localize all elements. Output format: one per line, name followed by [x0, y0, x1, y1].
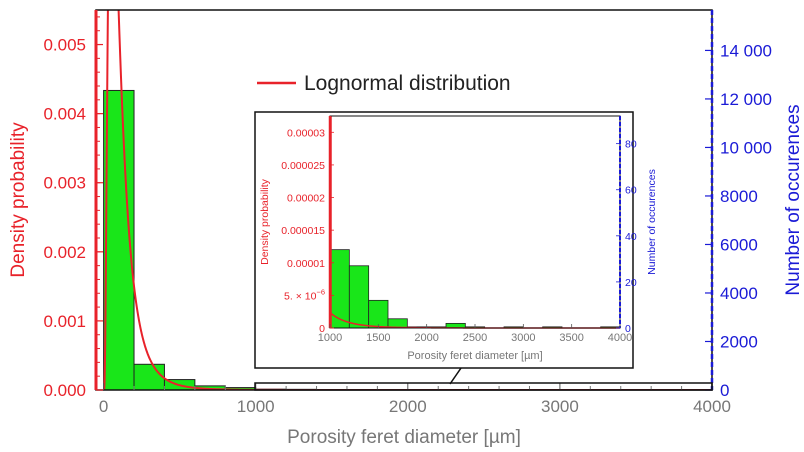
inset-x-tick-label: 3500 [559, 332, 583, 344]
legend: Lognormal distribution [257, 72, 511, 95]
inset-left-y-tick-label: 0.00003 [287, 127, 325, 139]
inset-chart: 1000 1500 2000 2500 3000 3500 4000 05. × 10−60… [254, 111, 658, 369]
inset-histogram-bar [348, 265, 370, 329]
x-tick-label: 4000 [693, 397, 731, 416]
inset-right-y-axis-ticks: 0 20 40 60 80 [616, 139, 637, 335]
x-tick-label: 2000 [389, 397, 427, 416]
left-y-axis-ticks: 0.000 0.001 0.002 0.003 0.004 0.005 [43, 16, 103, 400]
zoom-region-box [254, 382, 713, 391]
right-y-tick-label: 10 000 [720, 138, 772, 157]
inset-left-y-axis-ticks: 0 5. × 10−6 0.00001 0.000015 0.00002 0.000025… [281, 127, 334, 335]
left-y-axis-label: Density probability [8, 122, 29, 278]
inset-right-y-tick-label: 60 [625, 185, 637, 197]
right-y-tick-label: 0 [720, 381, 729, 400]
right-y-tick-label: 8000 [720, 187, 758, 206]
inset-x-tick-label: 2500 [463, 332, 487, 344]
x-axis-ticks: 0 1000 2000 3000 4000 [99, 383, 731, 416]
inset-left-y-tick-label: 0 [319, 323, 325, 335]
inset-right-y-axis-label: Number of occurences [646, 169, 658, 275]
x-tick-label: 1000 [237, 397, 275, 416]
right-y-tick-label: 4000 [720, 284, 758, 303]
inset-left-y-tick-label: 0.00002 [287, 193, 325, 205]
inset-x-tick-label: 3000 [511, 332, 535, 344]
lognormal-curve [103, 10, 712, 390]
inset-right-y-tick-label: 40 [625, 231, 637, 243]
left-y-tick-label: 0.003 [43, 174, 86, 193]
left-y-tick-label: 0.000 [43, 381, 86, 400]
inset-histogram-bar [329, 249, 350, 329]
inset-tick-exponent: −6 [316, 287, 325, 296]
x-axis-label: Porosity feret diameter [µm] [287, 427, 521, 448]
inset-x-tick-label: 1500 [366, 332, 390, 344]
left-y-tick-label: 0.004 [43, 105, 86, 124]
left-y-tick-label: 0.005 [43, 36, 86, 55]
right-y-tick-label: 14 000 [720, 41, 772, 60]
left-y-tick-label: 0.002 [43, 243, 86, 262]
inset-panel [254, 111, 634, 369]
inset-x-tick-label: 4000 [608, 332, 632, 344]
inset-right-y-tick-label: 0 [625, 323, 631, 335]
right-y-tick-label: 12 000 [720, 90, 772, 109]
inset-x-axis-label: Porosity feret diameter [µm] [407, 350, 542, 362]
x-tick-label: 3000 [541, 397, 579, 416]
right-y-axis-label: Number of occurences [783, 104, 804, 295]
inset-right-y-tick-label: 80 [625, 139, 637, 151]
left-y-tick-label: 0.001 [43, 312, 86, 331]
inset-left-y-tick-label: 0.000015 [281, 225, 325, 237]
inset-x-tick-label: 1000 [318, 332, 342, 344]
x-tick-label: 0 [99, 397, 108, 416]
inset-left-y-tick-label: 0.00001 [287, 258, 325, 270]
histogram-bar [133, 363, 165, 391]
inset-left-y-tick-label: 0.000025 [281, 160, 325, 172]
inset-left-y-axis-label: Density probability [259, 178, 271, 265]
inset-x-axis-ticks: 1000 1500 2000 2500 3000 3500 4000 [318, 324, 632, 344]
inset-x-tick-label: 2000 [414, 332, 438, 344]
inset-right-y-tick-label: 20 [625, 277, 637, 289]
inset-histogram-bar [368, 299, 389, 329]
right-y-tick-label: 6000 [720, 235, 758, 254]
legend-label-lognormal: Lognormal distribution [304, 72, 511, 95]
inset-left-y-tick-label: 5. × 10−6 [284, 287, 325, 302]
right-y-axis-ticks: 0 2000 4000 6000 8000 10 000 12 000 14 000 [705, 41, 772, 400]
right-y-tick-label: 2000 [720, 332, 758, 351]
